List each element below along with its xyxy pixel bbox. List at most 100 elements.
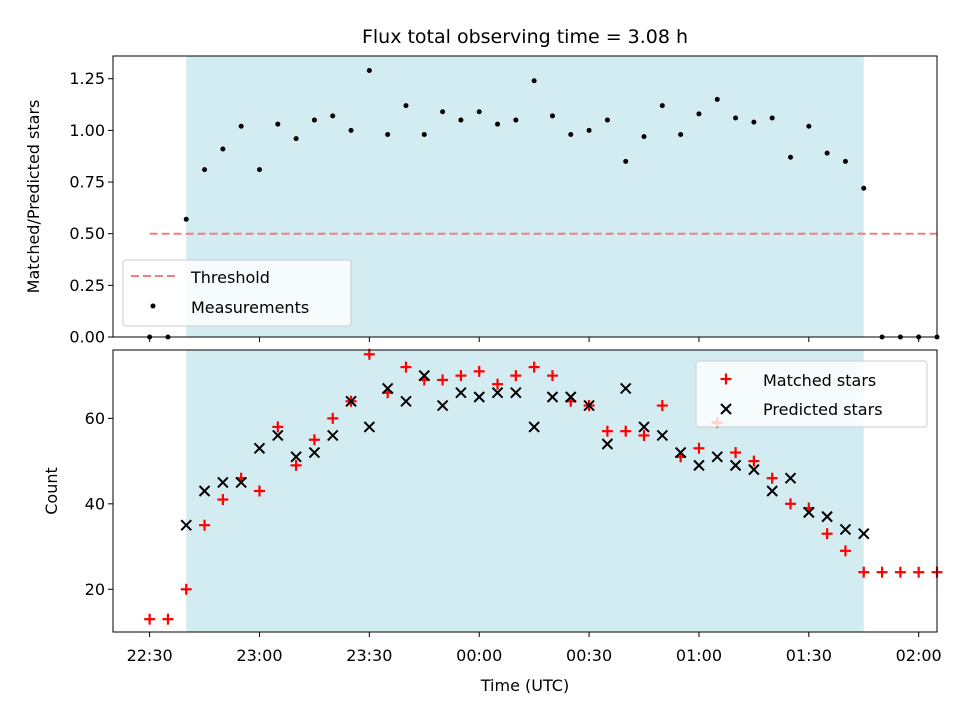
predicted-star-point-b	[510, 387, 522, 399]
matched-star-point	[217, 494, 229, 506]
matched-star-point	[913, 566, 925, 578]
matched-star-points	[144, 348, 943, 625]
matched-star-point	[162, 613, 174, 625]
predicted-star-point-b	[308, 446, 321, 459]
predicted-star-point	[601, 438, 614, 450]
measurement-point	[568, 132, 574, 138]
predicted-star-point-b	[583, 399, 595, 412]
predicted-star-point-b	[253, 442, 266, 454]
predicted-star-point-b	[858, 528, 870, 540]
matched-star-point	[272, 421, 284, 433]
measurement-point	[604, 117, 610, 123]
predicted-star-point-b	[565, 391, 577, 403]
predicted-star-point-b	[729, 459, 742, 472]
predicted-star-point-b	[803, 506, 815, 519]
matched-star-point	[199, 519, 211, 531]
measurement-point	[458, 117, 464, 123]
measurement-point	[806, 123, 812, 129]
measurement-point	[586, 127, 592, 133]
predicted-star-point	[674, 446, 687, 459]
matched-star-point	[363, 348, 375, 360]
predicted-star-point-b	[400, 395, 412, 407]
x-tick-label: 02:00	[896, 646, 942, 665]
predicted-star-point-b	[601, 438, 614, 450]
measurement-point	[861, 185, 867, 191]
bottom-legend: Matched stars Predicted stars	[695, 360, 928, 428]
predicted-star-point	[400, 395, 412, 407]
legend-matched-marker	[720, 373, 732, 385]
top-y-tick-label: 0.50	[69, 224, 105, 243]
predicted-star-point	[235, 476, 247, 489]
bottom-legend-box	[695, 360, 928, 428]
top-chart-title: Flux total observing time = 3.08 h	[362, 26, 688, 48]
measurement-point	[714, 96, 720, 102]
measurement-point	[824, 150, 830, 156]
predicted-star-point	[620, 382, 632, 395]
measurement-point	[238, 123, 244, 129]
predicted-star-point	[711, 451, 723, 463]
predicted-star-point	[839, 523, 852, 536]
predicted-star-point-b	[180, 519, 192, 531]
predicted-star-point	[528, 421, 540, 433]
predicted-star-point-b	[839, 523, 852, 536]
predicted-star-point	[821, 510, 833, 523]
measurement-point	[220, 146, 226, 152]
predicted-star-point-b	[821, 510, 833, 523]
predicted-star-point	[198, 485, 211, 497]
x-tick-label: 00:00	[456, 646, 502, 665]
top-panel: 0.00 0.25 0.50 0.75 1.00 1.25 Flux total obse…	[24, 26, 940, 347]
predicted-star-point	[327, 429, 339, 442]
predicted-star-point-b	[638, 421, 650, 433]
predicted-star-point-b	[620, 382, 632, 395]
predicted-star-point	[363, 421, 376, 433]
predicted-star-point-b	[473, 391, 485, 403]
matched-star-point	[455, 370, 467, 382]
measurement-point	[623, 158, 629, 164]
matched-star-point	[290, 459, 302, 471]
predicted-star-point	[491, 387, 504, 399]
matched-star-point	[546, 370, 558, 382]
top-y-tick-label: 1.00	[69, 121, 105, 140]
predicted-star-point-b	[272, 429, 284, 442]
measurement-point	[275, 121, 281, 127]
matched-star-point	[400, 361, 412, 373]
measurement-point	[476, 109, 482, 115]
top-y-ticks: 0.00 0.25 0.50 0.75 1.00 1.25	[69, 69, 113, 347]
legend-measurements-swatch	[150, 303, 156, 309]
legend-predicted-swatch	[720, 403, 732, 415]
matched-star-point	[510, 370, 522, 382]
predicted-star-point-b	[674, 446, 687, 459]
predicted-star-point	[803, 506, 815, 519]
x-tick-label: 01:30	[786, 646, 832, 665]
matched-star-point	[528, 361, 540, 373]
predicted-star-point-b	[784, 472, 797, 484]
predicted-star-point	[436, 399, 449, 412]
predicted-star-point	[272, 429, 284, 442]
predicted-star-point-b	[217, 476, 229, 489]
measurement-point	[495, 121, 501, 127]
predicted-star-point-b	[198, 485, 211, 497]
measurement-point	[330, 113, 336, 119]
predicted-star-points	[180, 369, 870, 540]
predicted-star-point	[766, 485, 778, 497]
predicted-star-point-b	[656, 429, 669, 442]
bottom-y-tick-label: 20	[85, 580, 105, 599]
predicted-star-point	[565, 391, 577, 403]
measurement-point	[531, 78, 537, 84]
predicted-star-point	[546, 391, 559, 403]
legend-threshold-label: Threshold	[190, 268, 270, 287]
bottom-y-axis-label: Count	[42, 467, 61, 515]
predicted-star-point	[748, 463, 760, 476]
matched-star-point	[693, 442, 705, 454]
matched-star-point	[894, 566, 906, 578]
predicted-star-point	[180, 519, 192, 531]
measurement-point	[659, 103, 665, 109]
matched-star-point	[656, 400, 668, 412]
measurement-point	[788, 154, 794, 160]
matched-star-point	[601, 425, 613, 437]
x-tick-label: 22:30	[127, 646, 173, 665]
measurement-point	[421, 132, 427, 138]
bottom-x-ticks: 22:30 23:00 23:30 00:00 00:30 01:00 01:30 02:00	[127, 632, 942, 665]
legend-predicted-marker	[720, 403, 732, 415]
predicted-star-point-b	[345, 395, 357, 407]
